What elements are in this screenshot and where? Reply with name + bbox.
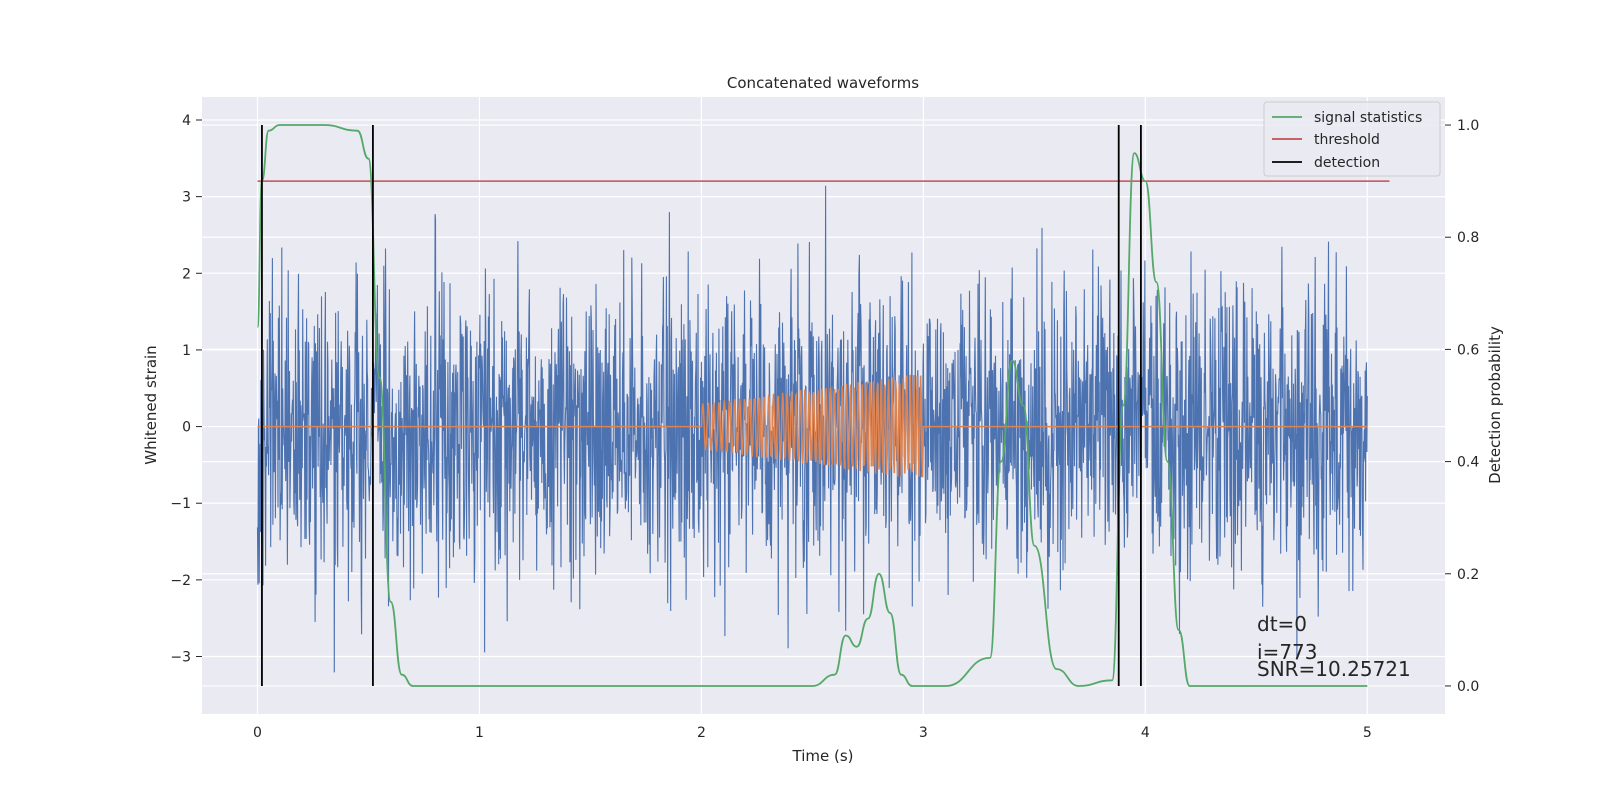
waveform-series: [257, 374, 1368, 478]
x-tick-label: 4: [1141, 725, 1150, 741]
y2-tick-label: 0.4: [1457, 455, 1479, 471]
x-tick-label: 3: [919, 725, 928, 741]
x-axis-label: Time (s): [792, 747, 854, 765]
y2-tick-label: 0.2: [1457, 567, 1479, 583]
y-tick-label: 1: [182, 343, 191, 359]
signal-statistics-line: [256, 124, 1368, 687]
legend-label-signal-statistics: signal statistics: [1314, 110, 1422, 126]
y2-tick-label: 1.0: [1457, 118, 1479, 134]
y-tick-label: −2: [170, 573, 191, 589]
y-tick-label: −3: [170, 650, 191, 666]
legend-label-threshold: threshold: [1314, 132, 1380, 148]
x-tick-label: 5: [1363, 725, 1372, 741]
y-tick-label: 0: [182, 420, 191, 436]
x-tick-label: 0: [253, 725, 262, 741]
x-tick-label: 2: [697, 725, 706, 741]
y-axis-ticks: −3 −2 −1 0 1 2 3 4: [170, 113, 202, 666]
detection-series: [261, 125, 1142, 686]
chart-title: Concatenated waveforms: [727, 74, 919, 92]
y2-tick-label: 0.0: [1457, 679, 1479, 695]
y2-tick-label: 0.6: [1457, 342, 1479, 358]
legend-box: [1263, 101, 1441, 177]
y-tick-label: −1: [170, 496, 191, 512]
y2-axis-ticks: 0.0 0.2 0.4 0.6 0.8 1.0: [1445, 118, 1479, 695]
annotation-dt: dt=0: [1257, 612, 1307, 636]
y-tick-label: 3: [182, 190, 191, 206]
y-tick-label: 2: [182, 266, 191, 282]
y2-tick-label: 0.8: [1457, 230, 1479, 246]
x-axis-ticks: 0 1 2 3 4 5: [253, 725, 1372, 741]
y-tick-label: 4: [182, 113, 191, 129]
x-tick-label: 1: [475, 725, 484, 741]
signal-statistics-series: [256, 124, 1368, 687]
waveform-line: [257, 374, 1368, 478]
annotation-i: i=773: [1257, 640, 1318, 664]
legend-label-detection: detection: [1314, 155, 1380, 171]
legend: signal statistics threshold detection: [1263, 101, 1441, 177]
y2-axis-label: Detection probability: [1486, 326, 1504, 484]
y-axis-label: Whitened strain: [142, 345, 160, 464]
annotation-snr: SNR=10.25721: [1257, 657, 1411, 681]
